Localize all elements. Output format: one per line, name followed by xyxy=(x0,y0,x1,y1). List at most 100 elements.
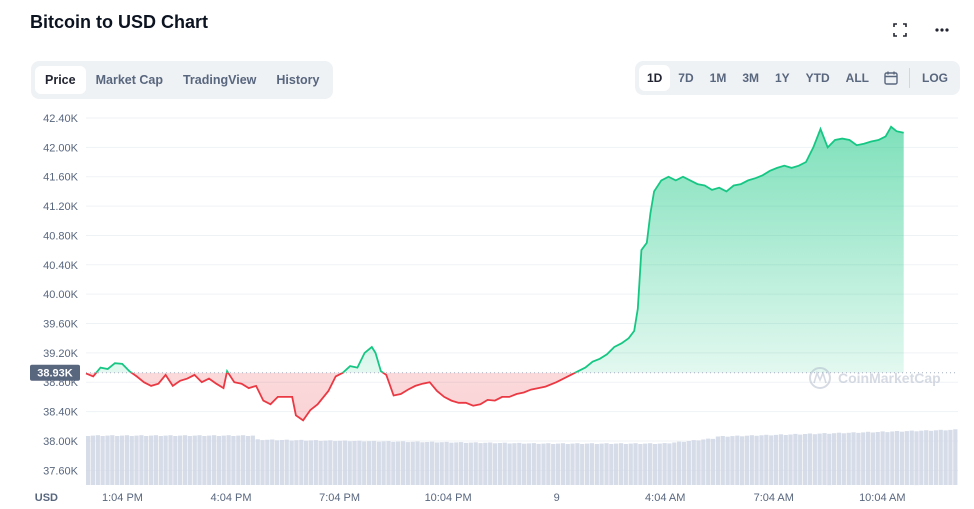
volume-bar xyxy=(531,443,536,485)
volume-bar xyxy=(342,440,348,485)
volume-bar xyxy=(337,440,343,485)
chart-type-tabs: Price Market Cap TradingView History xyxy=(31,61,334,99)
volume-bar xyxy=(812,434,817,485)
page-title: Bitcoin to USD Chart xyxy=(30,12,208,32)
volume-bar xyxy=(943,430,948,485)
volume-bar xyxy=(207,435,212,485)
volume-bar xyxy=(105,435,110,485)
volume-bar xyxy=(866,431,871,485)
volume-bar xyxy=(735,435,740,485)
volume-bar xyxy=(681,441,687,485)
volume-bar xyxy=(260,440,265,485)
volume-bar xyxy=(129,436,134,485)
volume-bar xyxy=(827,433,832,486)
volume-bar xyxy=(405,442,410,485)
volume-bar xyxy=(110,435,115,485)
volume-bar xyxy=(546,443,551,485)
y-tick-label: 40.40K xyxy=(43,260,79,272)
volume-bar xyxy=(274,440,280,485)
volume-bar xyxy=(822,433,827,485)
volume-bar xyxy=(730,436,735,485)
volume-bar xyxy=(245,436,251,485)
volume-bar xyxy=(938,429,943,485)
range-1m[interactable]: 1M xyxy=(709,71,727,85)
volume-bar xyxy=(216,436,222,485)
volume-bar xyxy=(376,441,381,485)
range-3m[interactable]: 3M xyxy=(742,71,759,85)
volume-bar xyxy=(488,442,493,485)
range-1y[interactable]: 1Y xyxy=(774,71,790,85)
fullscreen-icon[interactable] xyxy=(890,20,910,40)
volume-bar xyxy=(192,435,197,485)
volume-bar xyxy=(197,435,202,485)
range-1d[interactable]: 1D xyxy=(638,65,671,91)
volume-bar xyxy=(202,436,207,485)
volume-bar xyxy=(807,433,813,485)
volume-bar xyxy=(386,441,391,485)
tab-price[interactable]: Price xyxy=(35,66,86,94)
volume-bar xyxy=(289,440,294,485)
volume-bar xyxy=(589,443,595,485)
volume-bar xyxy=(832,433,837,485)
tab-tradingview[interactable]: TradingView xyxy=(182,73,257,87)
price-line-down xyxy=(85,372,578,422)
volume-bar xyxy=(265,439,270,485)
volume-bar xyxy=(773,434,779,485)
volume-bar xyxy=(507,443,512,485)
time-range-selector: 1D 7D 1M 3M 1Y YTD ALL LOG xyxy=(634,61,960,95)
volume-bar xyxy=(696,440,701,485)
range-all[interactable]: ALL xyxy=(845,71,869,85)
range-ytd[interactable]: YTD xyxy=(805,71,830,85)
range-7d[interactable]: 7D xyxy=(678,71,694,85)
volume-bar xyxy=(400,441,406,485)
volume-bar xyxy=(710,438,716,485)
volume-bar xyxy=(381,441,386,485)
volume-bar xyxy=(144,436,149,485)
volume-bar xyxy=(308,440,314,485)
more-options-icon[interactable] xyxy=(932,20,952,40)
y-tick-label: 38.40K xyxy=(43,407,79,419)
volume-bar xyxy=(638,444,643,485)
volume-bar xyxy=(555,443,561,485)
volume-bar xyxy=(909,430,914,485)
volume-bar xyxy=(357,440,362,485)
volume-bar xyxy=(221,435,226,485)
y-tick-label: 37.60K xyxy=(43,465,79,477)
volume-bar xyxy=(609,444,614,485)
calendar-icon[interactable] xyxy=(877,70,905,86)
volume-bar xyxy=(744,435,750,485)
volume-bar xyxy=(677,441,682,485)
volume-bar xyxy=(899,431,905,485)
volume-bar xyxy=(502,442,507,485)
volume-bar xyxy=(90,435,96,485)
price-line-up xyxy=(86,125,904,373)
log-scale-toggle[interactable]: LOG xyxy=(922,71,948,85)
volume-bar xyxy=(628,443,633,485)
current-price-marker: 38.93K xyxy=(30,364,80,381)
volume-bar xyxy=(919,430,924,485)
volume-bar xyxy=(667,443,672,485)
watermark-text: CoinMarketCap xyxy=(838,370,941,386)
price-area-down xyxy=(86,372,904,421)
volume-bar xyxy=(536,443,541,485)
volume-bar xyxy=(158,436,163,485)
price-area-up xyxy=(96,126,904,373)
volume-bar xyxy=(134,435,139,485)
tab-history[interactable]: History xyxy=(276,73,320,87)
volume-bar xyxy=(236,435,241,485)
tab-market-cap[interactable]: Market Cap xyxy=(95,73,163,87)
volume-bar xyxy=(304,440,309,485)
x-axis-ticks: 1:04 PM 4:04 PM 7:04 PM 10:04 PM 9 4:04 AM 7:0… xyxy=(102,492,906,504)
volume-bar xyxy=(560,443,566,485)
volume-bar xyxy=(856,432,861,485)
volume-bar xyxy=(904,431,909,485)
volume-bar xyxy=(662,443,667,485)
volume-bar xyxy=(163,435,168,485)
volume-bar xyxy=(749,435,754,485)
volume-bar xyxy=(255,439,260,485)
volume-bar xyxy=(279,440,285,485)
volume-bar xyxy=(933,430,939,485)
volume-bar xyxy=(333,441,338,485)
volume-bar xyxy=(541,443,546,485)
volume-bar xyxy=(623,444,628,485)
